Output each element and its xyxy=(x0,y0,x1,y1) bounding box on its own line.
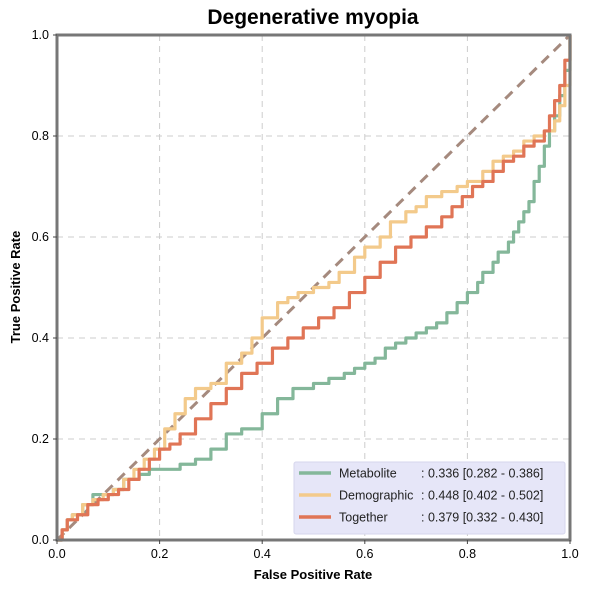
legend-label-demographic: Demographic xyxy=(339,489,413,503)
legend-value-demographic: : 0.448 [0.402 - 0.502] xyxy=(421,489,543,503)
y-tick-label: 0.2 xyxy=(32,432,49,446)
series-line-demographic xyxy=(57,35,572,542)
chart-title: Degenerative myopia xyxy=(207,6,419,29)
x-tick-label: 0.8 xyxy=(459,547,476,561)
x-tick-label: 0.2 xyxy=(151,547,168,561)
x-tick-label: 0.0 xyxy=(48,547,65,561)
legend-label-metabolite: Metabolite xyxy=(339,467,397,481)
y-tick-label: 0.6 xyxy=(32,230,49,244)
y-tick-label: 0.0 xyxy=(32,533,49,547)
legend-box xyxy=(293,461,566,535)
legend-value-together: : 0.379 [0.332 - 0.430] xyxy=(421,511,543,525)
y-tick-label: 1.0 xyxy=(32,28,49,42)
series-layer xyxy=(57,35,572,542)
y-axis-label: True Positive Rate xyxy=(8,231,23,344)
x-axis-ticks: 0.0 0.2 0.4 0.6 0.8 1.0 xyxy=(48,540,579,561)
x-tick-label: 0.4 xyxy=(254,547,271,561)
x-axis-label: False Positive Rate xyxy=(254,567,373,582)
legend: Metabolite : 0.336 [0.282 - 0.386] Demogra… xyxy=(293,461,566,535)
legend-label-together: Together xyxy=(339,511,388,525)
plot-frame xyxy=(55,33,572,542)
x-tick-label: 1.0 xyxy=(561,547,578,561)
y-tick-label: 0.4 xyxy=(32,331,49,345)
y-axis-ticks: 0.0 0.2 0.4 0.6 0.8 1.0 xyxy=(32,28,57,547)
x-tick-label: 0.6 xyxy=(356,547,373,561)
y-tick-label: 0.8 xyxy=(32,129,49,143)
legend-value-metabolite: : 0.336 [0.282 - 0.386] xyxy=(421,467,543,481)
series-line-together xyxy=(57,35,572,542)
